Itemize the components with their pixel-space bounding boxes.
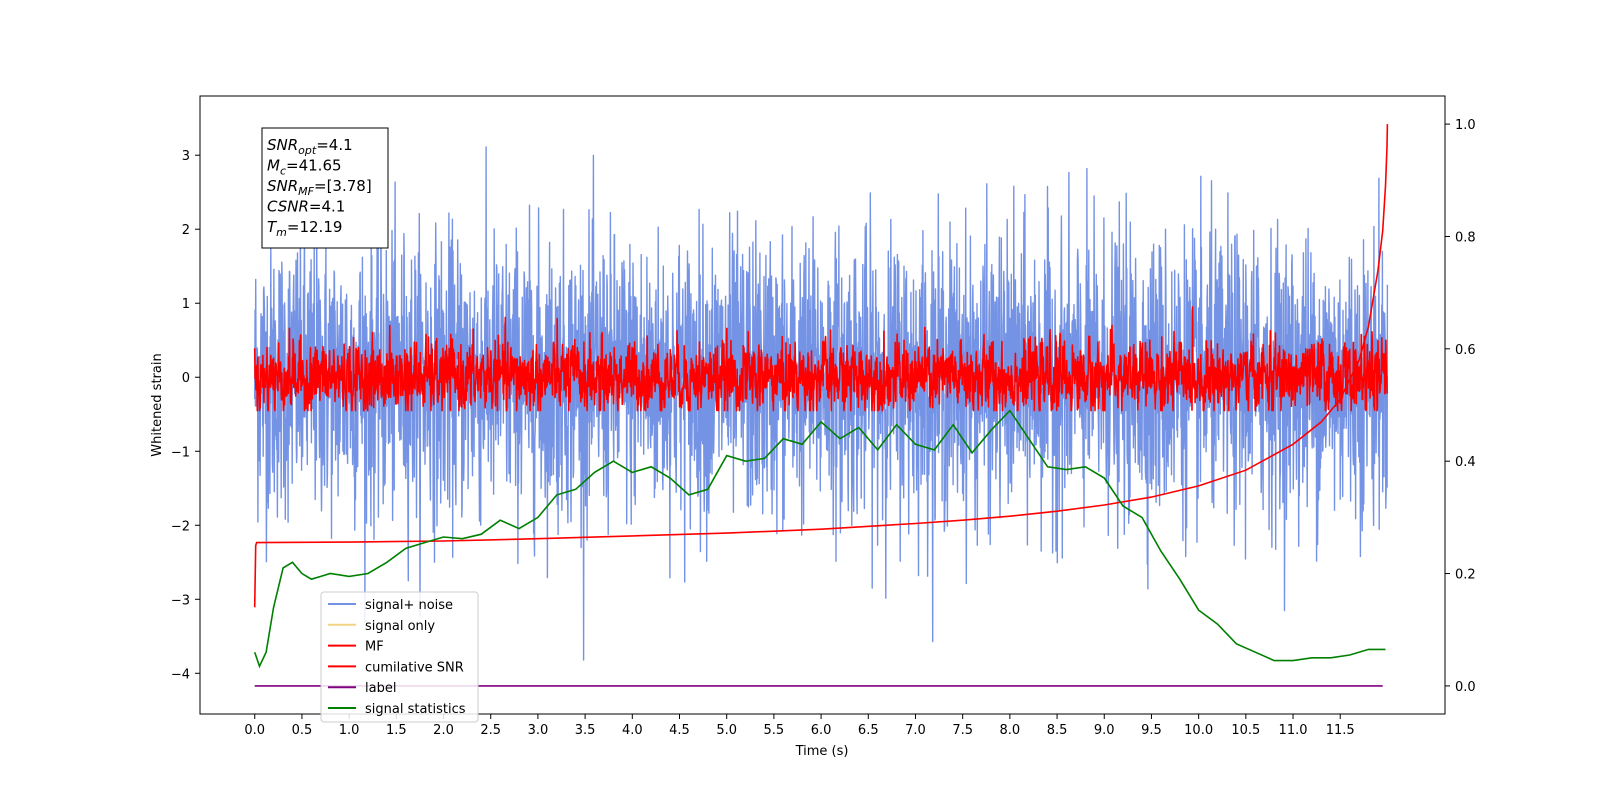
x-tick-label: 11.5 xyxy=(1326,723,1355,738)
y2-tick-label: 0.4 xyxy=(1455,455,1476,470)
legend-item[interactable]: cumilative SNR xyxy=(328,660,464,675)
y-tick-label: −2 xyxy=(171,519,190,534)
x-tick-label: 8.0 xyxy=(1000,723,1021,738)
y2-tick-label: 0.8 xyxy=(1455,230,1476,245)
y-tick-label: −1 xyxy=(171,445,190,460)
x-tick-label: 2.5 xyxy=(480,723,501,738)
x-tick-label: 3.5 xyxy=(575,723,596,738)
x-tick-label: 4.5 xyxy=(669,723,690,738)
legend-label: signal only xyxy=(365,619,435,634)
x-axis-label: Time (s) xyxy=(795,744,849,759)
x-tick-label: 9.5 xyxy=(1141,723,1162,738)
x-tick-label: 5.5 xyxy=(764,723,785,738)
mf-series xyxy=(253,306,1389,412)
y2-tick-label: 0.2 xyxy=(1455,568,1476,583)
legend-item[interactable]: label xyxy=(328,681,396,696)
legend-label: MF xyxy=(365,640,384,655)
annotation-line: Mc=41.65 xyxy=(267,157,342,178)
y-tick-label: 1 xyxy=(182,297,190,312)
legend-frame xyxy=(320,591,479,723)
x-tick-label: 1.5 xyxy=(386,723,407,738)
legend-item[interactable]: signal statistics xyxy=(328,702,466,717)
y2-tick-label: 0.0 xyxy=(1455,680,1476,695)
x-tick-label: 11.0 xyxy=(1279,723,1308,738)
x-axis: 0.0 0.5 1.0 1.5 2.0 2.5 3.0 3.5 4.0 4.5 5.0 5.5 6.0 6… xyxy=(244,714,1355,738)
y-axis-label: Whitened strain xyxy=(150,353,165,456)
y2-tick-label: 0.6 xyxy=(1455,343,1476,358)
x-tick-label: 1.0 xyxy=(339,723,360,738)
legend-label: label xyxy=(365,681,396,696)
legend-label: signal+ noise xyxy=(365,598,453,613)
x-tick-label: 3.0 xyxy=(528,723,549,738)
signal-noise-line xyxy=(254,146,1389,661)
x-tick-label: 10.0 xyxy=(1184,723,1213,738)
legend-item[interactable]: signal+ noise xyxy=(328,598,453,613)
legend-label: signal statistics xyxy=(365,702,466,717)
annotation-line: SNRMF=[3.78] xyxy=(267,177,372,198)
x-tick-label: 8.5 xyxy=(1047,723,1068,738)
legend-item[interactable]: MF xyxy=(328,640,384,655)
x-tick-label: 6.0 xyxy=(811,723,832,738)
y-tick-label: 2 xyxy=(182,223,190,238)
signal-noise-series xyxy=(254,146,1389,661)
y-tick-label: −4 xyxy=(171,667,190,682)
cumulative-snr-line xyxy=(253,124,1389,608)
y-tick-label: −3 xyxy=(171,593,190,608)
y2-tick-label: 1.0 xyxy=(1455,118,1476,133)
legend-label: cumilative SNR xyxy=(365,660,464,675)
plot-frame xyxy=(199,95,1446,715)
annotation-line: CSNR=4.1 xyxy=(267,198,345,216)
x-tick-label: 0.0 xyxy=(244,723,265,738)
y-axis: 3 2 1 0 −1 −2 −3 −4 xyxy=(171,149,200,682)
y-tick-label: 3 xyxy=(182,149,190,164)
x-tick-label: 10.5 xyxy=(1231,723,1260,738)
signal-statistics-line xyxy=(253,409,1386,669)
annotation-line: SNRopt=4.1 xyxy=(267,136,353,157)
x-tick-label: 4.0 xyxy=(622,723,643,738)
x-tick-label: 0.5 xyxy=(292,723,313,738)
x-tick-label: 7.5 xyxy=(952,723,973,738)
legend[interactable]: signal+ noise signal only MF cumilative SNR… xyxy=(320,591,479,723)
x-tick-label: 9.0 xyxy=(1094,723,1115,738)
x-tick-label: 6.5 xyxy=(858,723,879,738)
y-tick-label: 0 xyxy=(182,371,190,386)
mf-line xyxy=(253,306,1389,412)
y2-axis: 1.0 0.8 0.6 0.4 0.2 0.0 xyxy=(1445,118,1476,695)
annotation-line: Tm=12.19 xyxy=(267,218,342,239)
legend-item[interactable]: signal only xyxy=(328,619,435,634)
x-tick-label: 7.0 xyxy=(905,723,926,738)
x-tick-label: 2.0 xyxy=(433,723,454,738)
x-tick-label: 5.0 xyxy=(716,723,737,738)
annotation-frame xyxy=(261,127,389,249)
